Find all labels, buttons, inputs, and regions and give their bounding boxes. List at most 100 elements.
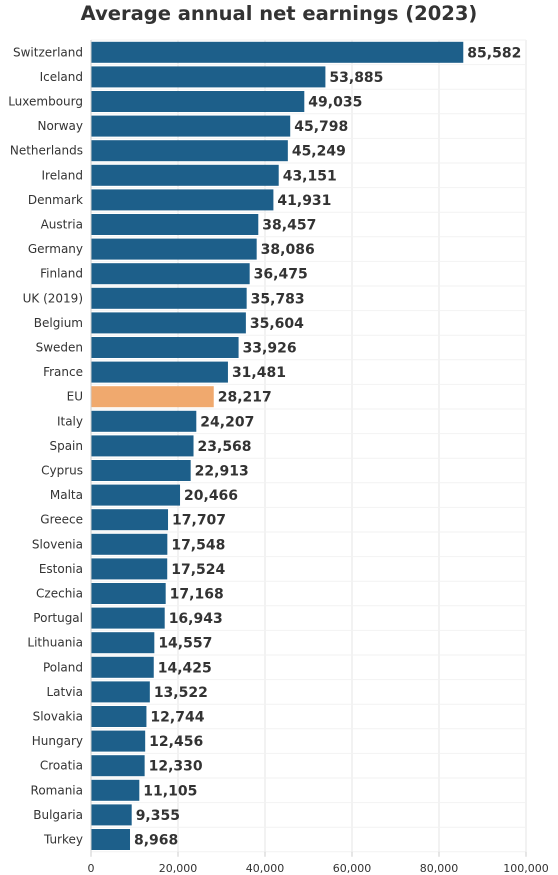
bar: [91, 214, 259, 235]
value-label: 38,457: [262, 218, 316, 234]
category-label: Greece: [40, 513, 83, 527]
category-label: Sweden: [36, 341, 83, 355]
value-label: 38,086: [261, 242, 315, 258]
value-label: 28,217: [218, 390, 272, 406]
bar: [91, 533, 168, 555]
value-label: 8,968: [134, 833, 178, 849]
bar: [91, 460, 191, 481]
chart-title: Average annual net earnings (2023): [80, 2, 478, 25]
x-tick-label: 0: [88, 862, 95, 875]
bar: [91, 804, 132, 826]
bar: [91, 115, 291, 137]
bar: [91, 484, 181, 506]
bar: [91, 706, 147, 727]
category-label: Portugal: [33, 611, 83, 625]
x-tick-label: 100,000: [503, 862, 549, 875]
value-label: 31,481: [232, 365, 286, 381]
value-label: 12,456: [149, 734, 203, 750]
bar: [91, 632, 155, 654]
bar: [91, 829, 131, 850]
bar: [91, 263, 250, 285]
bar: [91, 509, 169, 531]
category-label: Turkey: [43, 833, 83, 847]
category-label: Latvia: [46, 685, 83, 699]
value-label: 14,425: [158, 660, 212, 676]
bar: [91, 607, 165, 629]
value-label: 53,885: [329, 70, 383, 86]
category-label: Malta: [50, 488, 83, 502]
category-label: Denmark: [28, 193, 83, 207]
value-label: 35,604: [250, 316, 304, 332]
category-label: Norway: [37, 119, 83, 133]
value-label: 43,151: [283, 168, 337, 184]
category-label: Belgium: [34, 316, 83, 330]
bar: [91, 41, 464, 63]
value-label: 45,249: [292, 144, 346, 160]
value-label: 36,475: [254, 267, 308, 283]
x-tick-label: 40,000: [246, 862, 285, 875]
value-label: 12,744: [150, 710, 204, 726]
bar: [91, 386, 214, 408]
bar: [91, 238, 257, 260]
bar: [91, 681, 150, 703]
x-tick-label: 60,000: [333, 862, 372, 875]
bar: [91, 656, 154, 678]
category-label: Hungary: [32, 734, 83, 748]
category-label: Italy: [57, 414, 83, 428]
bar: [91, 312, 246, 334]
bar: [91, 287, 247, 309]
category-label: Switzerland: [13, 45, 83, 59]
value-label: 17,524: [171, 562, 225, 578]
value-label: 35,783: [251, 291, 305, 307]
bar: [91, 755, 145, 777]
value-label: 17,707: [172, 513, 226, 529]
value-label: 14,557: [158, 636, 212, 652]
value-label: 9,355: [136, 808, 180, 824]
value-label: 85,582: [467, 45, 521, 61]
value-label: 22,913: [195, 464, 249, 480]
value-label: 16,943: [169, 611, 223, 627]
value-label: 24,207: [200, 414, 254, 430]
category-label: Ireland: [41, 168, 83, 182]
value-label: 12,330: [149, 759, 203, 775]
bar: [91, 583, 166, 604]
value-label: 17,168: [170, 587, 224, 603]
category-label: Estonia: [39, 562, 83, 576]
value-label: 41,931: [277, 193, 331, 209]
bar: [91, 140, 288, 162]
category-label: Cyprus: [41, 464, 83, 478]
category-label: Austria: [41, 218, 83, 232]
value-label: 23,568: [198, 439, 252, 455]
category-label: Bulgaria: [33, 808, 83, 822]
value-label: 17,548: [171, 537, 225, 553]
x-tick-label: 20,000: [159, 862, 198, 875]
category-label: Croatia: [40, 759, 83, 773]
bar: [91, 361, 228, 383]
bar: [91, 66, 326, 88]
category-label: UK (2019): [23, 291, 83, 305]
category-label: Lithuania: [27, 636, 83, 650]
bar: [91, 91, 305, 112]
category-label: Slovakia: [33, 710, 83, 724]
value-label: 45,798: [294, 119, 348, 135]
category-label: EU: [67, 390, 83, 404]
category-label: Spain: [49, 439, 83, 453]
value-label: 33,926: [243, 341, 297, 357]
bar: [91, 189, 274, 211]
category-label: Germany: [28, 242, 83, 256]
category-label: Netherlands: [10, 144, 83, 158]
category-label: Finland: [40, 267, 83, 281]
category-label: Romania: [31, 783, 83, 797]
category-label: France: [43, 365, 83, 379]
bar: [91, 410, 197, 432]
bar: [91, 435, 194, 457]
x-tick-label: 80,000: [420, 862, 459, 875]
category-label: Czechia: [36, 587, 83, 601]
value-label: 49,035: [308, 95, 362, 111]
value-label: 11,105: [143, 783, 197, 799]
bar: [91, 337, 239, 358]
bar: [91, 779, 140, 801]
category-label: Luxembourg: [8, 95, 83, 109]
value-label: 13,522: [154, 685, 208, 701]
